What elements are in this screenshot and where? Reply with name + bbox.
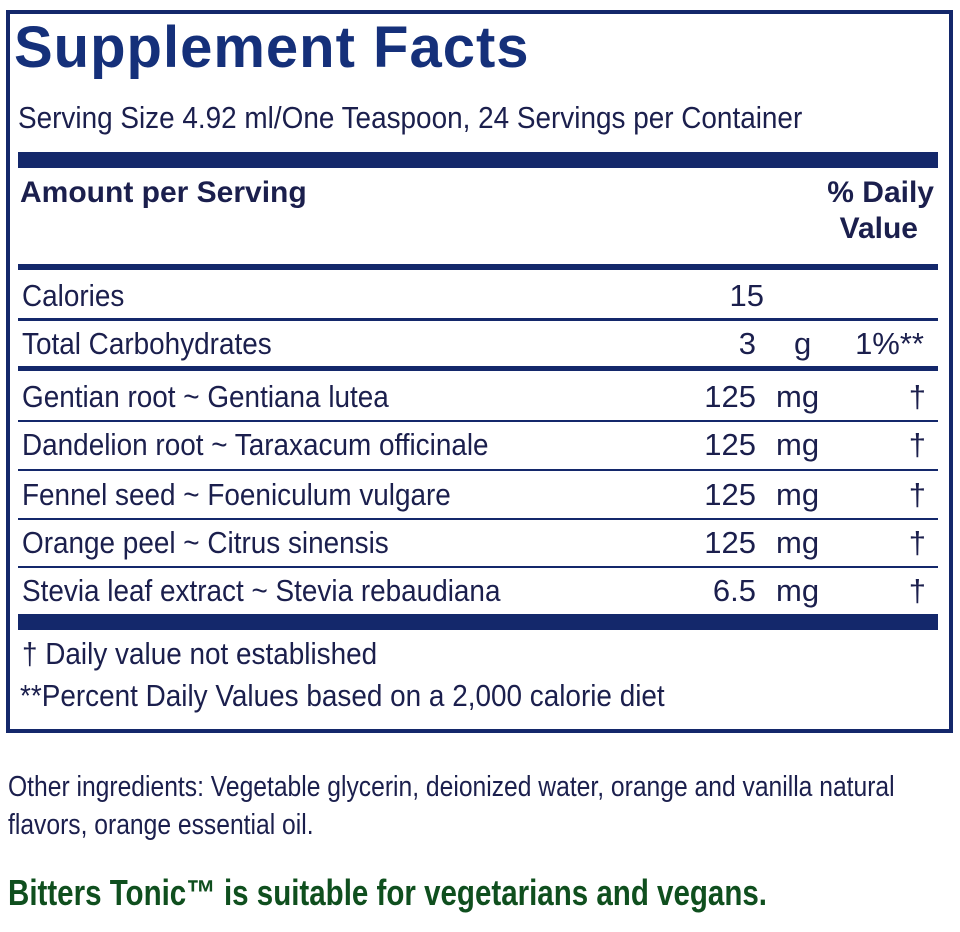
- ingredient-amount: 125: [704, 525, 756, 560]
- thick-divider: [18, 614, 938, 630]
- nutrient-name: Total Carbohydrates: [22, 326, 272, 361]
- ingredient-amount: 125: [704, 477, 756, 512]
- nutrient-unit: g: [794, 326, 812, 361]
- ingredient-unit: mg: [776, 525, 820, 560]
- ingredient-amount: 125: [704, 427, 756, 462]
- ingredient-name: Dandelion root ~ Taraxacum officinale: [22, 427, 489, 462]
- ingredient-unit: mg: [776, 427, 820, 462]
- daily-value-header-2: Value: [839, 212, 918, 245]
- ingredient-row: Dandelion root ~ Taraxacum officinale 12…: [18, 421, 938, 469]
- ingredient-row: Fennel seed ~ Foeniculum vulgare 125 mg …: [18, 471, 938, 519]
- ingredient-name: Stevia leaf extract ~ Stevia rebaudiana: [22, 573, 501, 608]
- footnote-percent-dv: **Percent Daily Values based on a 2,000 …: [20, 678, 665, 713]
- ingredient-unit: mg: [776, 573, 820, 608]
- ingredient-row: Orange peel ~ Citrus sinensis 125 mg †: [18, 519, 938, 567]
- dagger-icon: †: [908, 573, 926, 608]
- ingredient-amount: 6.5: [712, 573, 756, 608]
- panel-title: Supplement Facts: [14, 15, 530, 80]
- dagger-icon: †: [908, 477, 926, 512]
- nutrient-amount: 3: [738, 326, 756, 361]
- divider: [18, 469, 938, 471]
- footnote-dagger: † Daily value not established: [22, 636, 378, 671]
- divider: [18, 264, 938, 270]
- nutrient-row: Calories 15: [18, 272, 938, 320]
- nutrient-row: Total Carbohydrates 3 g 1%**: [18, 320, 938, 368]
- ingredient-name: Fennel seed ~ Foeniculum vulgare: [22, 477, 451, 512]
- daily-value-header-1: % Daily: [827, 176, 934, 209]
- amount-per-serving-header: Amount per Serving: [20, 176, 307, 209]
- serving-size: Serving Size 4.92 ml/One Teaspoon, 24 Se…: [18, 100, 803, 135]
- divider: [18, 420, 938, 422]
- other-ingredients: Other ingredients: Vegetable glycerin, d…: [8, 771, 895, 841]
- dagger-icon: †: [908, 427, 926, 462]
- ingredient-row: Stevia leaf extract ~ Stevia rebaudiana …: [18, 567, 938, 615]
- thick-divider: [18, 152, 938, 168]
- ingredient-unit: mg: [776, 477, 820, 512]
- ingredient-amount: 125: [704, 379, 756, 414]
- dagger-icon: †: [908, 525, 926, 560]
- nutrient-daily-value: 1%**: [855, 326, 924, 361]
- divider: [18, 566, 938, 568]
- ingredient-unit: mg: [776, 379, 820, 414]
- divider: [18, 366, 938, 371]
- divider: [18, 518, 938, 520]
- supplement-facts-panel: [6, 10, 953, 733]
- nutrient-name: Calories: [22, 278, 125, 313]
- ingredient-row: Gentian root ~ Gentiana lutea 125 mg †: [18, 373, 938, 421]
- ingredient-name: Orange peel ~ Citrus sinensis: [22, 525, 389, 560]
- divider: [18, 318, 938, 321]
- nutrient-amount: 15: [729, 278, 764, 313]
- ingredient-name: Gentian root ~ Gentiana lutea: [22, 379, 389, 414]
- dagger-icon: †: [908, 379, 926, 414]
- suitability-statement: Bitters Tonic™ is suitable for vegetaria…: [8, 872, 767, 913]
